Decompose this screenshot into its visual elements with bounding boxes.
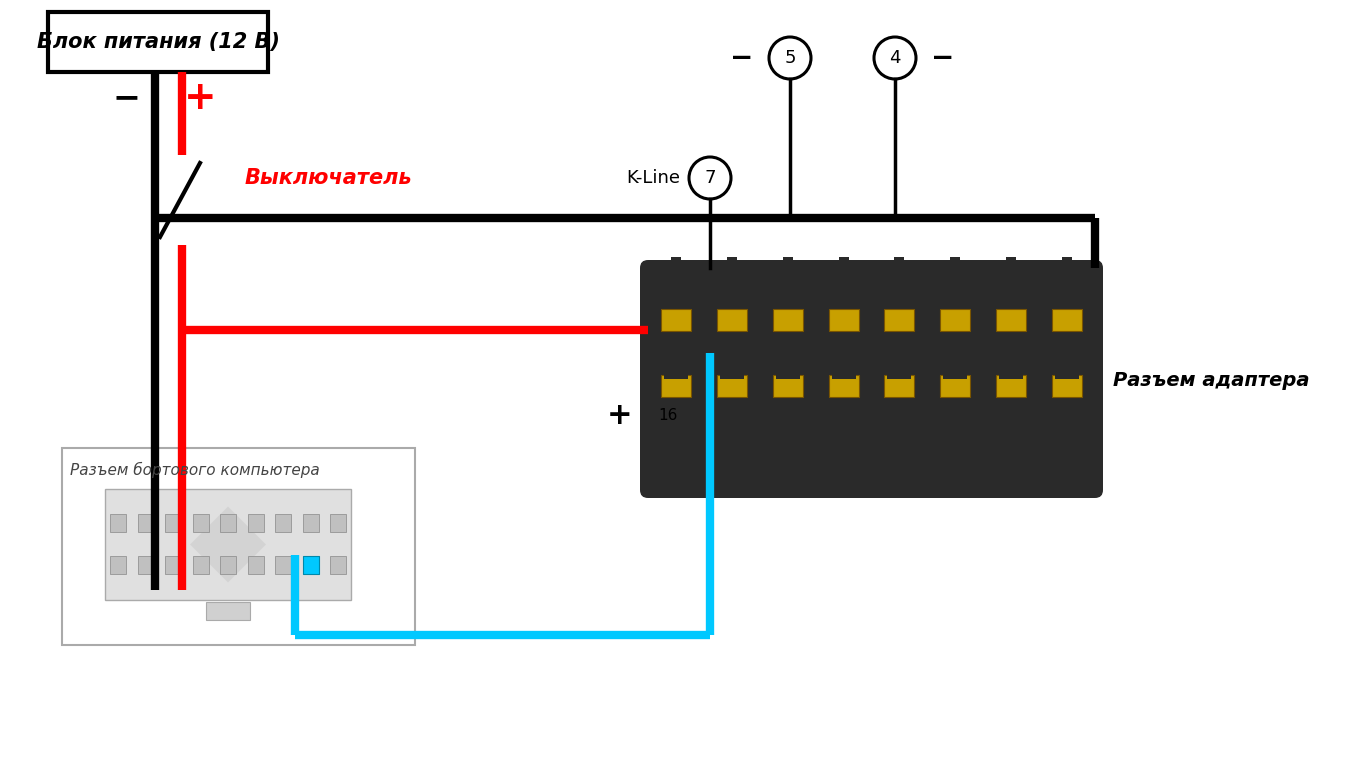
- FancyBboxPatch shape: [62, 448, 414, 645]
- Bar: [110, 514, 126, 532]
- Bar: [885, 309, 914, 331]
- Bar: [831, 277, 856, 283]
- Bar: [888, 373, 911, 379]
- Bar: [944, 373, 967, 379]
- Bar: [664, 277, 687, 283]
- Bar: [661, 309, 691, 331]
- FancyBboxPatch shape: [639, 260, 1103, 498]
- Bar: [1055, 373, 1078, 379]
- Bar: [247, 556, 263, 574]
- Bar: [829, 309, 859, 331]
- Bar: [999, 373, 1024, 379]
- Bar: [772, 309, 803, 331]
- Bar: [1006, 257, 1017, 283]
- Bar: [274, 556, 291, 574]
- Text: −: −: [113, 81, 141, 115]
- Bar: [775, 277, 800, 283]
- Bar: [838, 349, 848, 375]
- Bar: [664, 373, 687, 379]
- Bar: [951, 257, 960, 283]
- Bar: [302, 556, 318, 574]
- Bar: [302, 556, 318, 574]
- Text: 5: 5: [785, 49, 796, 67]
- Bar: [829, 375, 859, 397]
- Bar: [716, 309, 746, 331]
- Polygon shape: [189, 506, 266, 583]
- Bar: [671, 257, 681, 283]
- Text: K-Line: K-Line: [626, 169, 681, 187]
- Bar: [110, 556, 126, 574]
- Text: +: +: [608, 400, 632, 430]
- Bar: [247, 514, 263, 532]
- Bar: [940, 309, 970, 331]
- Bar: [888, 277, 911, 283]
- Bar: [220, 556, 236, 574]
- Bar: [671, 349, 681, 375]
- Bar: [1006, 349, 1017, 375]
- Bar: [720, 373, 744, 379]
- Bar: [206, 602, 250, 620]
- Text: Разъем адаптера: Разъем адаптера: [1113, 370, 1309, 389]
- Bar: [838, 257, 848, 283]
- Bar: [951, 349, 960, 375]
- Bar: [1062, 349, 1072, 375]
- Text: 7: 7: [704, 169, 716, 187]
- Bar: [727, 257, 737, 283]
- Text: Блок питания (12 В): Блок питания (12 В): [37, 32, 280, 52]
- Bar: [1062, 257, 1072, 283]
- Bar: [165, 556, 181, 574]
- FancyBboxPatch shape: [48, 12, 268, 72]
- FancyBboxPatch shape: [106, 489, 351, 600]
- Bar: [137, 514, 154, 532]
- Bar: [999, 277, 1024, 283]
- Bar: [165, 514, 181, 532]
- Bar: [944, 277, 967, 283]
- Bar: [331, 514, 346, 532]
- Bar: [895, 349, 904, 375]
- Text: Выключатель: Выключатель: [246, 168, 413, 188]
- Bar: [895, 257, 904, 283]
- Text: +: +: [184, 79, 217, 117]
- Bar: [720, 277, 744, 283]
- Bar: [727, 349, 737, 375]
- Bar: [192, 514, 209, 532]
- Bar: [220, 514, 236, 532]
- Text: Разъем бортового компьютера: Разъем бортового компьютера: [70, 462, 320, 478]
- Bar: [996, 309, 1026, 331]
- Bar: [775, 373, 800, 379]
- Bar: [716, 375, 746, 397]
- Bar: [331, 556, 346, 574]
- Text: −: −: [730, 44, 753, 72]
- Bar: [192, 556, 209, 574]
- Bar: [772, 375, 803, 397]
- Bar: [137, 556, 154, 574]
- Bar: [1055, 277, 1078, 283]
- Bar: [996, 375, 1026, 397]
- Bar: [661, 375, 691, 397]
- Bar: [940, 375, 970, 397]
- Bar: [1052, 309, 1083, 331]
- Bar: [782, 257, 793, 283]
- Text: −: −: [932, 44, 955, 72]
- Bar: [302, 514, 318, 532]
- Bar: [885, 375, 914, 397]
- Bar: [1052, 375, 1083, 397]
- Text: 16: 16: [659, 407, 678, 423]
- Bar: [831, 373, 856, 379]
- Bar: [274, 514, 291, 532]
- Bar: [782, 349, 793, 375]
- Text: 4: 4: [889, 49, 901, 67]
